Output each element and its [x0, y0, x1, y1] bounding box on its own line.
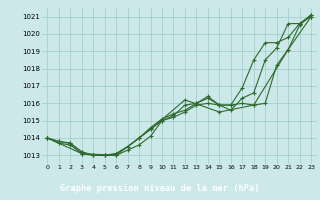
Text: Graphe pression niveau de la mer (hPa): Graphe pression niveau de la mer (hPa) [60, 184, 260, 193]
